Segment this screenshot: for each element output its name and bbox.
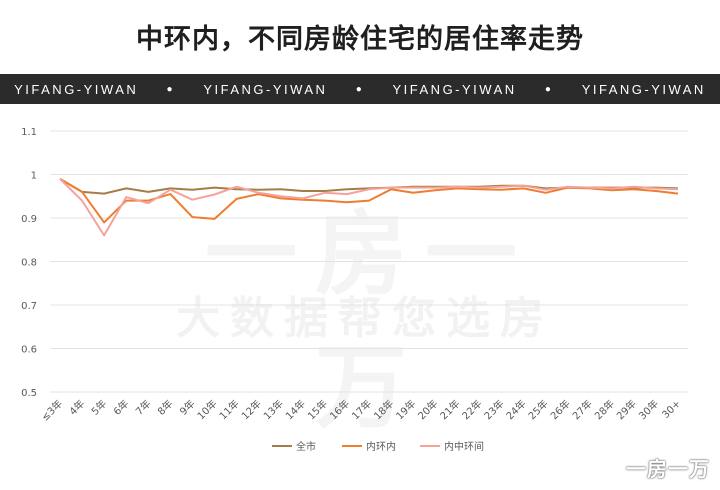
x-tick-label: ≤3年 <box>38 397 65 424</box>
x-tick-label: 18年 <box>371 397 396 422</box>
x-tick-label: 26年 <box>547 397 572 422</box>
y-tick-label: 1.1 <box>21 127 37 138</box>
x-tick-label: 30+ <box>660 398 683 421</box>
x-tick-label: 12年 <box>238 397 263 422</box>
page-title: 中环内，不同房龄住宅的居住率走势 <box>136 23 584 55</box>
x-tick-label: 8年 <box>155 397 176 418</box>
x-tick-label: 24年 <box>503 397 528 422</box>
x-tick-label: 14年 <box>283 397 308 422</box>
x-tick-label: 22年 <box>459 397 484 422</box>
x-tick-label: 7年 <box>133 397 154 418</box>
series-line-3 <box>59 178 679 237</box>
y-tick-label: 1 <box>31 171 37 182</box>
y-tick-label: 0.5 <box>21 388 37 399</box>
banner-text: YIFANG-YIWAN <box>14 81 139 97</box>
banner-separator: ● <box>544 83 554 95</box>
x-tick-label: 30年 <box>636 397 661 422</box>
x-tick-label: 4年 <box>66 397 87 418</box>
legend-label: 全市 <box>296 440 316 453</box>
legend-label: 内环内 <box>366 440 396 453</box>
x-tick-label: 29年 <box>614 397 639 422</box>
banner-separator: ● <box>166 83 176 95</box>
y-tick-label: 0.9 <box>21 214 37 225</box>
legend-label: 内中环间 <box>444 440 484 453</box>
x-tick-label: 21年 <box>437 397 462 422</box>
y-tick-label: 0.6 <box>21 345 37 356</box>
x-tick-label: 13年 <box>261 397 286 422</box>
x-tick-label: 16年 <box>327 397 352 422</box>
x-tick-label: 23年 <box>481 397 506 422</box>
watermark-sub: 大数据帮您选房 <box>176 293 554 344</box>
x-tick-label: 25年 <box>525 397 550 422</box>
x-tick-label: 11年 <box>216 397 241 422</box>
x-tick-label: 20年 <box>415 397 440 422</box>
watermark-main: 一房一万 <box>200 180 540 446</box>
line-chart-svg: 0.5 0.6 0.7 0.8 0.9 1 1.1 ≤3年 4年 5年 6年 7年 8年 9年10年11年… <box>21 127 688 453</box>
x-tick-label: 28年 <box>592 397 617 422</box>
line-chart: 0.5 0.6 0.7 0.8 0.9 1 1.1 ≤3年 4年 5年 6年 7年 8年 9年 10年 11年… <box>0 108 720 468</box>
banner-separator: ● <box>355 83 365 95</box>
banner-text: YIFANG-YIWAN <box>581 81 706 97</box>
banner-text: YIFANG-YIWAN <box>392 81 517 97</box>
brand-banner: YIFANG-YIWAN ● YIFANG-YIWAN ● YIFANG-YIW… <box>0 74 720 104</box>
brand-logo: 一房一万 <box>626 457 710 481</box>
x-tick-label: 17年 <box>349 397 374 422</box>
x-tick-label: 5年 <box>88 397 109 418</box>
x-tick-label: 9年 <box>177 397 198 418</box>
x-tick-label: 15年 <box>305 397 330 422</box>
series-line-1 <box>59 178 679 195</box>
x-tick-label: 19年 <box>393 397 418 422</box>
x-tick-label: 10年 <box>194 397 219 422</box>
y-tick-label: 0.8 <box>21 258 37 269</box>
banner-text: YIFANG-YIWAN <box>203 81 328 97</box>
x-tick-label: 27年 <box>570 397 595 422</box>
x-tick-label: 6年 <box>111 397 132 418</box>
y-tick-label: 0.7 <box>21 301 37 312</box>
